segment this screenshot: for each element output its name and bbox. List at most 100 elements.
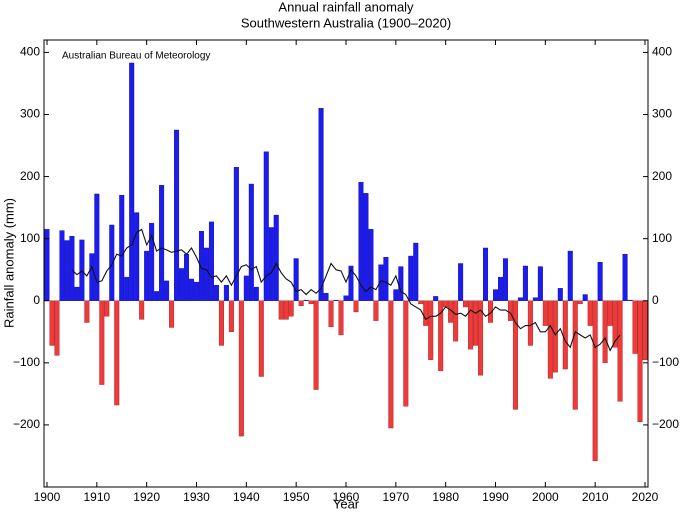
bar <box>478 300 484 376</box>
bar <box>268 227 274 301</box>
bar <box>194 281 199 301</box>
bar <box>612 300 618 348</box>
bar <box>542 300 548 326</box>
bar <box>537 266 543 301</box>
bar <box>493 289 498 301</box>
bar <box>353 300 359 313</box>
bar <box>84 300 90 323</box>
bar <box>572 300 578 410</box>
x-tick-label: 1900 <box>34 490 61 504</box>
bar <box>403 300 409 407</box>
bar <box>497 276 503 301</box>
bar <box>642 300 648 360</box>
bar <box>263 151 269 301</box>
bar <box>468 300 474 350</box>
bar <box>109 224 115 301</box>
bar <box>323 293 329 301</box>
y2-tick-label: 0 <box>652 293 659 307</box>
bar <box>218 300 224 346</box>
bar <box>502 258 508 301</box>
y-tick-label: 0 <box>33 293 40 307</box>
bar <box>567 250 573 301</box>
bar <box>333 299 339 301</box>
bar <box>428 300 434 360</box>
bar <box>552 300 558 373</box>
bar <box>363 193 369 301</box>
x-tick-label: 1960 <box>333 490 360 504</box>
x-tick-label: 2010 <box>582 490 609 504</box>
bar <box>149 222 155 301</box>
bar <box>348 265 354 301</box>
bar <box>632 300 638 354</box>
y2-tick-label: 200 <box>652 169 672 183</box>
bar <box>283 300 289 320</box>
bar <box>154 291 160 301</box>
x-tick-label: 1910 <box>83 490 110 504</box>
bar <box>368 229 374 301</box>
y-tick-label: 200 <box>20 169 40 183</box>
bar <box>373 300 379 321</box>
bar <box>139 300 145 320</box>
bar <box>119 195 125 301</box>
bar <box>74 286 80 301</box>
y2-tick-label: 100 <box>652 231 672 245</box>
x-tick-label: 1980 <box>432 490 459 504</box>
y2-tick-label: −200 <box>652 417 679 431</box>
y-tick-label: 300 <box>20 107 40 121</box>
bar <box>179 268 185 301</box>
bar <box>557 288 563 301</box>
bar <box>522 265 528 301</box>
bar <box>488 300 494 323</box>
bar <box>169 300 175 328</box>
bar <box>602 300 608 364</box>
bar <box>174 129 180 301</box>
bar <box>233 167 239 301</box>
bar <box>44 229 50 301</box>
bar <box>463 300 469 308</box>
bar <box>592 300 598 462</box>
bar <box>104 300 110 317</box>
bar <box>562 300 568 370</box>
bar <box>59 230 65 301</box>
bar <box>358 181 364 301</box>
annotation: Australian Bureau of Meteorology <box>62 51 210 62</box>
chart-subtitle: Southwestern Australia (1900–2020) <box>241 15 451 30</box>
bar <box>393 289 399 301</box>
bar <box>114 300 120 406</box>
bar <box>423 300 429 326</box>
bar <box>213 285 219 301</box>
bar <box>418 300 424 305</box>
bar <box>433 296 439 301</box>
bar <box>189 278 195 301</box>
chart-title: Annual rainfall anomaly <box>278 0 414 14</box>
bar <box>582 294 588 301</box>
bar <box>378 264 384 301</box>
bar <box>532 297 538 301</box>
x-tick-label: 1920 <box>133 490 160 504</box>
bar <box>343 295 349 301</box>
bar <box>238 300 244 437</box>
bar <box>617 300 623 402</box>
bar <box>512 300 518 410</box>
x-tick-label: 2020 <box>632 490 659 504</box>
bar <box>124 276 130 301</box>
bar <box>203 247 209 301</box>
bar <box>413 242 419 301</box>
bar <box>208 221 214 301</box>
bar <box>89 253 95 301</box>
bar <box>318 108 324 301</box>
bar <box>248 183 254 301</box>
bar <box>473 300 479 346</box>
bar <box>278 300 284 320</box>
bar <box>94 193 100 301</box>
bar <box>483 247 489 301</box>
bar <box>577 300 583 305</box>
bar <box>129 62 135 301</box>
bar <box>243 275 249 301</box>
bar <box>328 300 334 328</box>
x-tick-label: 1990 <box>482 490 509 504</box>
bar <box>313 300 319 390</box>
bar <box>164 280 170 301</box>
x-tick-label: 1940 <box>233 490 260 504</box>
y-axis-label: Rainfall anomaly (mm) <box>1 198 16 328</box>
